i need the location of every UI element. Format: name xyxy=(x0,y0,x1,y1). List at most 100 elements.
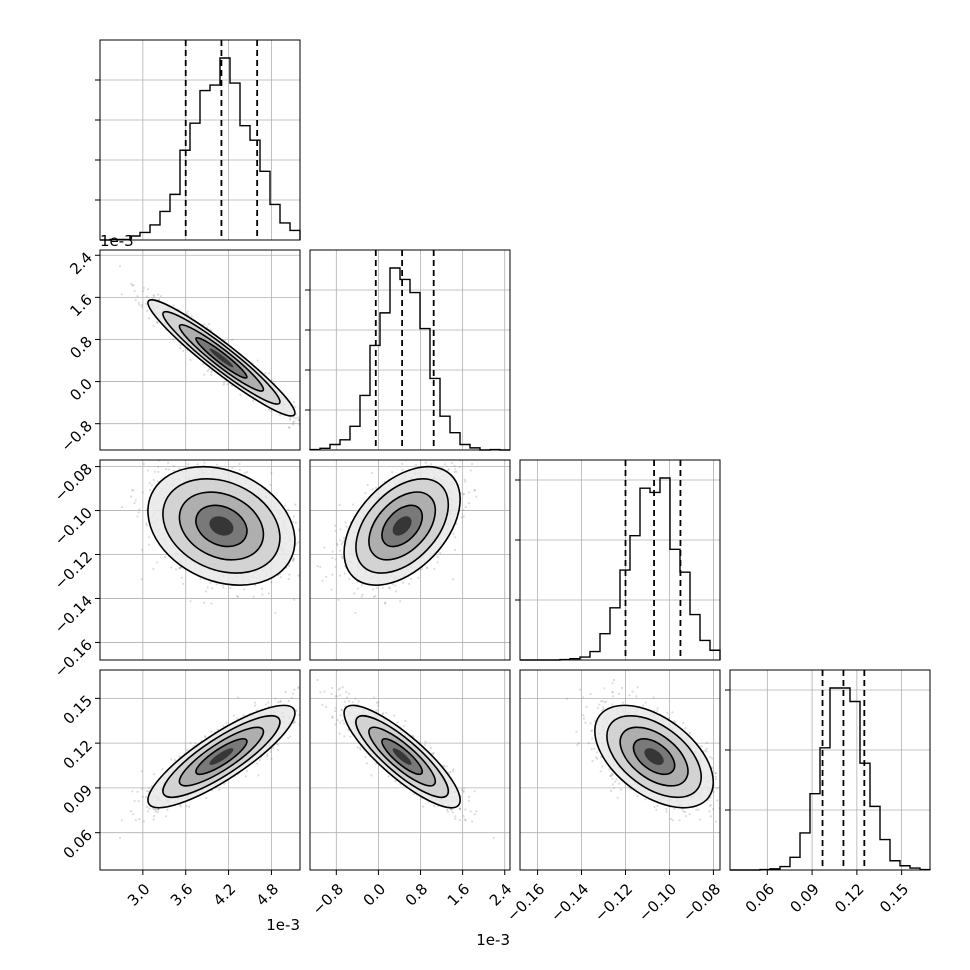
scatter-point xyxy=(147,543,151,546)
scatter-point xyxy=(140,548,144,551)
scatter-point xyxy=(148,481,151,485)
scatter-point xyxy=(215,583,218,586)
scatter-point xyxy=(261,593,264,596)
scatter-point xyxy=(260,587,264,590)
scatter-point xyxy=(243,588,246,591)
scatter-point xyxy=(294,521,298,524)
scatter-point xyxy=(137,301,140,304)
scatter-point xyxy=(152,324,155,327)
scatter-point xyxy=(204,590,208,593)
scatter-point xyxy=(146,469,150,472)
scatter-point xyxy=(305,436,307,438)
scatter-point xyxy=(243,472,246,475)
scatter-point xyxy=(132,489,135,492)
scatter-point xyxy=(157,293,160,296)
scatter-point xyxy=(206,586,209,589)
scatter-point xyxy=(315,543,317,545)
scatter-point xyxy=(134,499,137,502)
scatter-point xyxy=(267,372,271,375)
density-contour xyxy=(178,323,265,392)
scatter-point xyxy=(274,611,277,615)
scatter-point xyxy=(145,309,149,312)
scatter-point xyxy=(134,299,137,302)
scatter-point xyxy=(203,461,206,464)
scatter-point xyxy=(171,338,174,341)
scatter-point xyxy=(297,419,300,422)
scatter-point xyxy=(147,536,150,539)
scatter-point xyxy=(327,434,329,436)
scatter-point xyxy=(287,564,291,567)
density-contour xyxy=(195,336,248,379)
scatter-point xyxy=(177,567,181,570)
scatter-point xyxy=(294,503,297,506)
scatter-point xyxy=(179,346,182,350)
scatter-point xyxy=(291,521,295,524)
scatter-point xyxy=(130,282,133,285)
scatter-point xyxy=(315,422,317,424)
scatter-point xyxy=(131,284,134,287)
scatter-point xyxy=(138,508,141,511)
scatter-point xyxy=(182,349,185,353)
scatter-point xyxy=(289,417,292,420)
scatter-point xyxy=(293,598,296,601)
scatter-point xyxy=(294,405,297,408)
scatter-point xyxy=(189,358,192,361)
scatter-point xyxy=(152,294,155,297)
scatter-point xyxy=(182,582,185,585)
pair-panel-2-0 xyxy=(99,459,317,661)
scatter-point xyxy=(163,555,167,559)
scatter-point xyxy=(293,420,296,423)
scatter-point xyxy=(142,286,145,290)
scatter-point xyxy=(254,584,257,587)
scatter-point xyxy=(196,463,199,466)
scatter-point xyxy=(157,470,160,474)
scatter-point xyxy=(223,381,226,384)
scatter-point xyxy=(288,418,292,421)
scatter-point xyxy=(231,338,234,341)
scatter-point xyxy=(221,584,224,587)
pair-panel-1-0 xyxy=(99,249,329,451)
scatter-point xyxy=(239,393,242,396)
scatter-point xyxy=(238,462,241,466)
scatter-point xyxy=(304,588,306,590)
scatter-point xyxy=(148,488,151,492)
scatter-point xyxy=(297,416,300,419)
scatter-point xyxy=(178,467,181,470)
scatter-point xyxy=(187,313,190,317)
scatter-point xyxy=(138,303,141,306)
scatter-point xyxy=(118,265,122,268)
scatter-point xyxy=(209,581,212,584)
scatter-point xyxy=(226,383,229,386)
pair-panel-content xyxy=(100,460,317,660)
scatter-point xyxy=(150,484,153,487)
hist-panel-3 xyxy=(725,669,931,871)
scatter-point xyxy=(270,410,273,413)
scatter-point xyxy=(146,295,149,298)
scatter-point xyxy=(231,466,234,469)
scatter-point xyxy=(305,579,307,581)
scatter-point xyxy=(304,427,306,429)
scatter-point xyxy=(236,595,240,598)
scatter-point xyxy=(199,577,202,581)
panel-frame xyxy=(99,39,301,241)
panel-frame xyxy=(519,459,721,661)
scatter-point xyxy=(167,468,170,471)
scatter-point xyxy=(210,370,213,374)
scatter-point xyxy=(153,295,156,298)
scatter-point xyxy=(316,441,318,443)
scatter-point xyxy=(140,305,143,308)
density-shade xyxy=(209,348,234,368)
scatter-point xyxy=(292,416,296,419)
hist-panel-2 xyxy=(515,459,721,661)
scatter-point xyxy=(292,421,295,424)
histogram-step xyxy=(730,687,931,871)
scatter-point xyxy=(179,567,182,570)
scatter-point xyxy=(270,471,273,475)
scatter-point xyxy=(267,592,270,595)
scatter-point xyxy=(302,423,304,425)
scatter-point xyxy=(156,321,159,324)
scatter-point xyxy=(292,515,296,518)
scatter-point xyxy=(287,508,290,511)
scatter-point xyxy=(269,483,272,486)
